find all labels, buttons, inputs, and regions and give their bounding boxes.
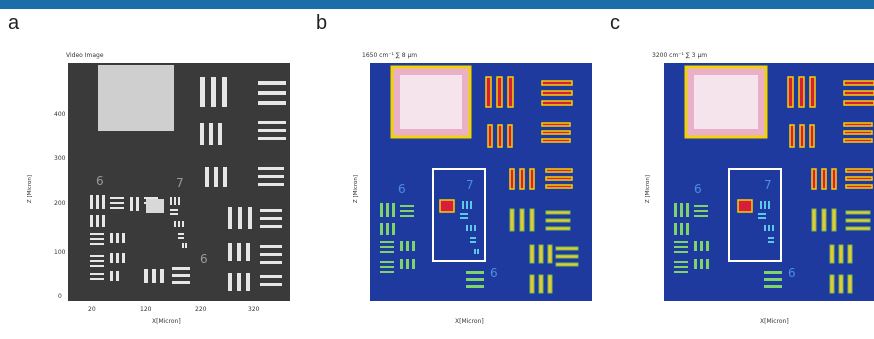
panel-a-group-label: 7 xyxy=(176,176,184,190)
panel-b-letter: b xyxy=(316,12,328,34)
panel-b-image: 6 7 6 xyxy=(370,63,592,301)
panel-a-xtick: 120 xyxy=(140,306,152,313)
panel-c-ylabel: Z [Micron] xyxy=(645,174,651,204)
panel-c-title: 3200 cm⁻¹ ∑ 3 µm xyxy=(652,52,708,59)
panel-a-ytick: 0 xyxy=(58,293,62,300)
panel-a-ytick: 100 xyxy=(54,249,66,256)
panel-b-title: 1650 cm⁻¹ ∑ 8 µm xyxy=(362,52,418,59)
panel-a-ytick: 300 xyxy=(54,155,66,162)
panel-a-xlabel: X[Micron] xyxy=(152,318,181,325)
panel-c-letter: c xyxy=(610,12,620,34)
panel-c-group-label: 7 xyxy=(764,178,772,192)
panel-c-group-label: 6 xyxy=(788,266,796,280)
panel-c-image: 6 7 6 xyxy=(664,63,874,301)
panel-a-group-label: 6 xyxy=(96,174,104,188)
panel-a-ylabel: Z [Micron] xyxy=(27,174,33,204)
panel-c-group-label: 6 xyxy=(694,182,702,196)
panel-b-group-label: 6 xyxy=(398,182,406,196)
panel-b-ylabel: Z [Micron] xyxy=(353,174,359,204)
panel-b-group-label: 7 xyxy=(466,178,474,192)
panel-c-highlight-box xyxy=(728,168,782,262)
panel-a-xtick: 320 xyxy=(248,306,260,313)
header-bar xyxy=(0,0,874,9)
panel-b-highlight-box xyxy=(432,168,486,262)
panel-a-group-label: 6 xyxy=(200,252,208,266)
panel-a-ytick: 200 xyxy=(54,200,66,207)
panel-a-title: Video Image xyxy=(66,52,104,59)
panel-a-ytick: 400 xyxy=(54,111,66,118)
panel-b-group-label: 6 xyxy=(490,266,498,280)
panel-a-image: 6 7 6 xyxy=(68,63,290,301)
panel-c-xlabel: X[Micron] xyxy=(760,318,789,325)
panel-a-xtick: 20 xyxy=(88,306,96,313)
panel-b-xlabel: X[Micron] xyxy=(455,318,484,325)
panel-a-letter: a xyxy=(8,12,20,34)
panel-a-xtick: 220 xyxy=(195,306,207,313)
